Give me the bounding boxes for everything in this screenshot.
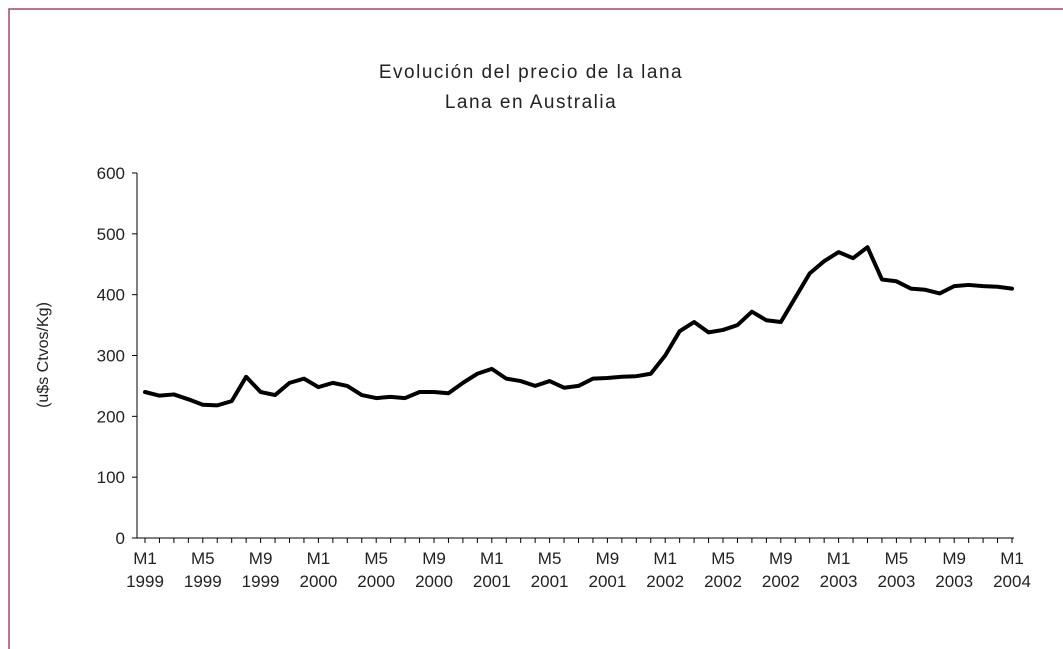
x-tick-label: M5 1999 xyxy=(184,549,222,591)
x-tick-label: M1 2001 xyxy=(473,549,511,591)
x-tick-label: M1 2002 xyxy=(646,549,684,591)
x-tick-label: M1 2003 xyxy=(820,549,858,591)
y-tick-label: 100 xyxy=(97,468,125,487)
x-tick-label: M9 2002 xyxy=(762,549,800,591)
x-tick-label: M9 2001 xyxy=(588,549,626,591)
x-tick-label: M1 2004 xyxy=(993,549,1031,591)
x-tick-label: M9 2003 xyxy=(935,549,973,591)
x-tick-label: M1 2000 xyxy=(299,549,337,591)
line-series xyxy=(143,245,1014,408)
x-tick-label: M9 1999 xyxy=(242,549,280,591)
chart-subtitle: Lana en Australia xyxy=(445,92,617,113)
chart-title: Evolución del precio de la lana xyxy=(379,62,683,83)
x-tick-label: M1 1999 xyxy=(126,549,164,591)
y-axis-label: (u$s Ctvos/Kg) xyxy=(35,302,52,408)
x-tick-label: M5 2000 xyxy=(357,549,395,591)
y-tick-label: 500 xyxy=(97,225,125,244)
y-tick-label: 300 xyxy=(97,347,125,366)
y-tick-label: 200 xyxy=(97,407,125,426)
x-tick-label: M5 2003 xyxy=(877,549,915,591)
y-tick-label: 0 xyxy=(116,529,125,548)
x-tick-label: M5 2001 xyxy=(531,549,569,591)
y-tick-label: 400 xyxy=(97,286,125,305)
y-tick-label: 600 xyxy=(97,164,125,183)
x-tick-label: M5 2002 xyxy=(704,549,742,591)
x-tick-label: M9 2000 xyxy=(415,549,453,591)
frame xyxy=(8,8,1063,649)
